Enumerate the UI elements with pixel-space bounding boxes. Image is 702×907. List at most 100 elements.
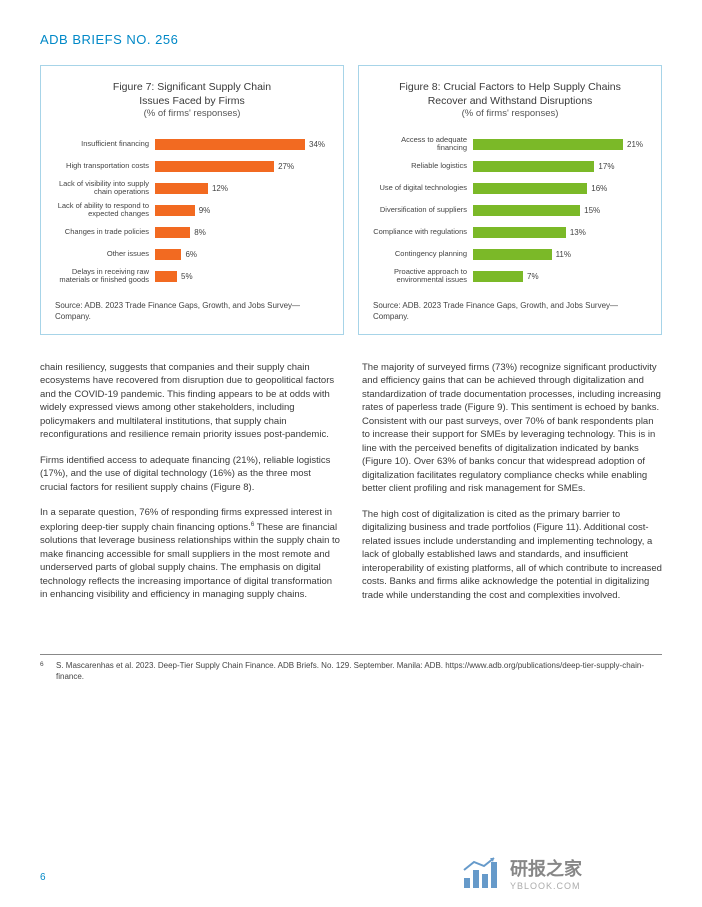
bar-value: 15% bbox=[584, 206, 600, 215]
footnote-text: S. Mascarenhas et al. 2023. Deep-Tier Su… bbox=[56, 661, 662, 683]
figure-8-chart: Figure 8: Crucial Factors to Help Supply… bbox=[358, 65, 662, 335]
chart7-title-line2: Issues Faced by Firms bbox=[139, 95, 245, 107]
figure-7-chart: Figure 7: Significant Supply Chain Issue… bbox=[40, 65, 344, 335]
watermark-text: 研报之家 YBLOOK.COM bbox=[510, 855, 582, 891]
chart7-title: Figure 7: Significant Supply Chain Issue… bbox=[55, 80, 329, 121]
bar-fill bbox=[155, 161, 274, 172]
bar-label: Lack of visibility into supply chain ope… bbox=[55, 180, 155, 197]
body-columns: chain resiliency, suggests that companie… bbox=[40, 361, 662, 614]
left-p1: chain resiliency, suggests that companie… bbox=[40, 361, 340, 442]
bar-row: Lack of ability to respond to expected c… bbox=[55, 201, 329, 219]
watermark-en: YBLOOK.COM bbox=[510, 881, 582, 891]
bar-fill bbox=[473, 139, 623, 150]
bar-value: 11% bbox=[556, 250, 571, 259]
chart7-source: Source: ADB. 2023 Trade Finance Gaps, Gr… bbox=[55, 301, 329, 322]
bar-row: Contingency planning 11% bbox=[373, 245, 647, 263]
chart8-title-line1: Figure 8: Crucial Factors to Help Supply… bbox=[399, 81, 621, 93]
bar-fill bbox=[473, 161, 594, 172]
chart8-subtitle: (% of firms' responses) bbox=[373, 108, 647, 121]
bar-value: 34% bbox=[309, 140, 325, 149]
watermark-cn: 研报之家 bbox=[510, 855, 582, 881]
bar-value: 13% bbox=[570, 228, 586, 237]
bar-track: 11% bbox=[473, 249, 647, 260]
bar-track: 13% bbox=[473, 227, 647, 238]
bar-track: 27% bbox=[155, 161, 329, 172]
bar-row: Insufficient financing 34% bbox=[55, 135, 329, 153]
left-p3: In a separate question, 76% of respondin… bbox=[40, 506, 340, 602]
bar-row: High transportation costs 27% bbox=[55, 157, 329, 175]
watermark-chart-icon bbox=[464, 858, 504, 888]
bar-value: 21% bbox=[627, 140, 643, 149]
bar-label: Contingency planning bbox=[373, 250, 473, 259]
header-title: ADB BRIEFS NO. 256 bbox=[40, 32, 662, 47]
bar-fill bbox=[155, 227, 190, 238]
bar-label: Delays in receiving raw materials or fin… bbox=[55, 268, 155, 285]
bar-row: Changes in trade policies 8% bbox=[55, 223, 329, 241]
bar-label: Reliable logistics bbox=[373, 162, 473, 171]
bar-track: 16% bbox=[473, 183, 647, 194]
bar-value: 16% bbox=[591, 184, 607, 193]
bar-label: Insufficient financing bbox=[55, 140, 155, 149]
bar-row: Delays in receiving raw materials or fin… bbox=[55, 267, 329, 285]
bar-fill bbox=[473, 205, 580, 216]
left-p2: Firms identified access to adequate fina… bbox=[40, 454, 340, 494]
chart8-title: Figure 8: Crucial Factors to Help Supply… bbox=[373, 80, 647, 121]
chart8-title-line2: Recover and Withstand Disruptions bbox=[428, 95, 593, 107]
bar-fill bbox=[155, 139, 305, 150]
bar-row: Diversification of suppliers 15% bbox=[373, 201, 647, 219]
bar-row: Reliable logistics 17% bbox=[373, 157, 647, 175]
bar-row: Compliance with regulations 13% bbox=[373, 223, 647, 241]
bar-value: 8% bbox=[194, 228, 206, 237]
bar-label: Compliance with regulations bbox=[373, 228, 473, 237]
bar-value: 17% bbox=[598, 162, 614, 171]
bar-fill bbox=[155, 249, 181, 260]
chart8-source: Source: ADB. 2023 Trade Finance Gaps, Gr… bbox=[373, 301, 647, 322]
footnote-rule bbox=[40, 654, 662, 655]
bar-fill bbox=[155, 183, 208, 194]
bar-track: 12% bbox=[155, 183, 329, 194]
bar-label: Changes in trade policies bbox=[55, 228, 155, 237]
chart7-title-line1: Figure 7: Significant Supply Chain bbox=[113, 81, 271, 93]
bar-label: High transportation costs bbox=[55, 162, 155, 171]
charts-row: Figure 7: Significant Supply Chain Issue… bbox=[40, 65, 662, 335]
chart8-bars: Access to adequate financing21% Reliable … bbox=[373, 135, 647, 285]
bar-fill bbox=[473, 271, 523, 282]
bar-row: Proactive approach to environmental issu… bbox=[373, 267, 647, 285]
watermark: 研报之家 YBLOOK.COM bbox=[464, 855, 582, 891]
bar-label: Lack of ability to respond to expected c… bbox=[55, 202, 155, 219]
bar-track: 21% bbox=[473, 139, 647, 150]
bar-row: Use of digital technologies 16% bbox=[373, 179, 647, 197]
bar-fill bbox=[473, 227, 566, 238]
chart7-bars: Insufficient financing 34% High transporta… bbox=[55, 135, 329, 285]
bar-value: 9% bbox=[199, 206, 211, 215]
bar-row: Access to adequate financing21% bbox=[373, 135, 647, 153]
bar-value: 27% bbox=[278, 162, 294, 171]
bar-value: 5% bbox=[181, 272, 193, 281]
chart7-subtitle: (% of firms' responses) bbox=[55, 108, 329, 121]
bar-label: Other issues bbox=[55, 250, 155, 259]
bar-fill bbox=[155, 271, 177, 282]
bar-row: Other issues 6% bbox=[55, 245, 329, 263]
bar-track: 7% bbox=[473, 271, 647, 282]
bar-track: 5% bbox=[155, 271, 329, 282]
bar-row: Lack of visibility into supply chain ope… bbox=[55, 179, 329, 197]
right-column: The majority of surveyed firms (73%) rec… bbox=[362, 361, 662, 614]
bar-track: 15% bbox=[473, 205, 647, 216]
right-p1: The majority of surveyed firms (73%) rec… bbox=[362, 361, 662, 496]
left-p3b: These are financial solutions that lever… bbox=[40, 522, 340, 600]
bar-track: 34% bbox=[155, 139, 329, 150]
bar-label: Use of digital technologies bbox=[373, 184, 473, 193]
bar-value: 7% bbox=[527, 272, 539, 281]
bar-fill bbox=[155, 205, 195, 216]
bar-fill bbox=[473, 183, 587, 194]
bar-value: 6% bbox=[185, 250, 197, 259]
footnote-6: 6 S. Mascarenhas et al. 2023. Deep-Tier … bbox=[40, 661, 662, 683]
bar-track: 17% bbox=[473, 161, 647, 172]
left-column: chain resiliency, suggests that companie… bbox=[40, 361, 340, 614]
footnote-num: 6 bbox=[40, 661, 48, 683]
right-p2: The high cost of digitalization is cited… bbox=[362, 508, 662, 602]
bar-label: Diversification of suppliers bbox=[373, 206, 473, 215]
bar-fill bbox=[473, 249, 552, 260]
bar-track: 9% bbox=[155, 205, 329, 216]
bar-track: 6% bbox=[155, 249, 329, 260]
